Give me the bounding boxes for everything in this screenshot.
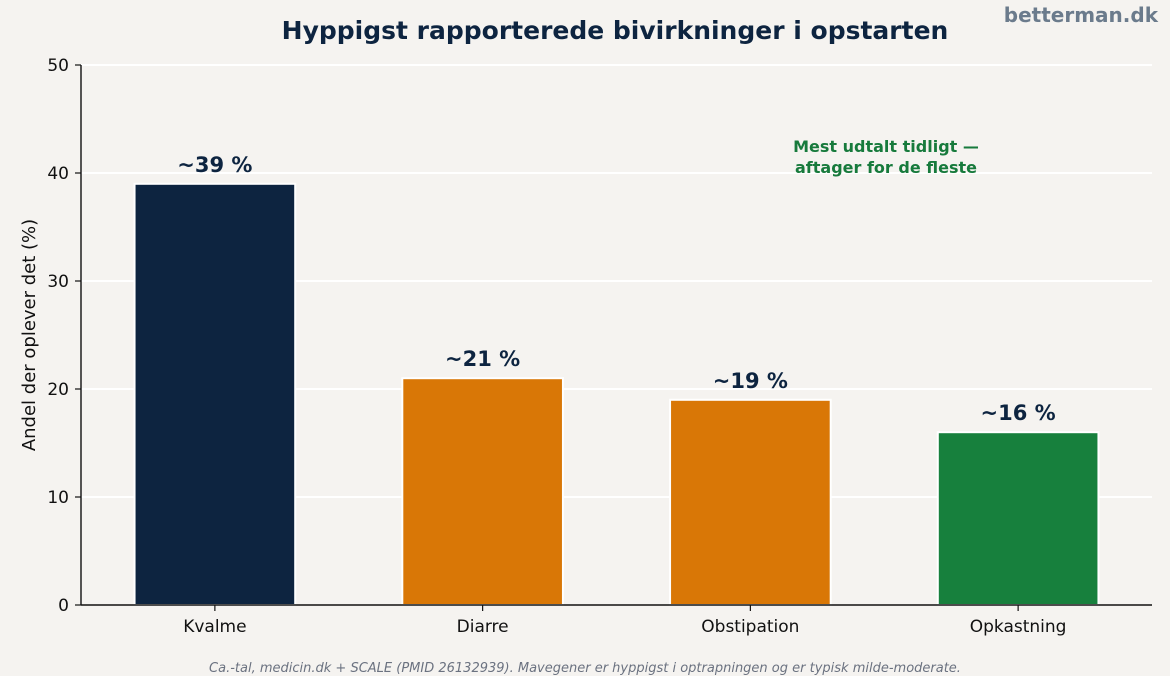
annotation-line-2: aftager for de fleste bbox=[795, 158, 977, 177]
y-tick-label: 10 bbox=[47, 488, 69, 508]
data-labels: ~39 % ~21 % ~19 % ~16 % bbox=[177, 153, 1055, 425]
bars bbox=[133, 182, 1100, 607]
x-tick-label: Obstipation bbox=[701, 617, 799, 637]
bar-diarre bbox=[401, 377, 564, 607]
x-tick-label: Diarre bbox=[457, 617, 509, 637]
chart-title: Hyppigst rapporterede bivirkninger i ops… bbox=[282, 16, 949, 45]
y-tick-label: 20 bbox=[47, 380, 69, 400]
bar-opkastning bbox=[936, 431, 1100, 607]
x-tick-label: Opkastning bbox=[970, 617, 1067, 637]
bar-kvalme bbox=[133, 182, 297, 607]
y-tick-label: 40 bbox=[47, 164, 69, 184]
x-axis-ticks: Kvalme Diarre Obstipation Opkastning bbox=[183, 605, 1066, 637]
bar-obstipation bbox=[669, 398, 832, 606]
data-label: ~39 % bbox=[177, 153, 252, 177]
annotation-line-1: Mest udtalt tidligt — bbox=[793, 137, 979, 156]
data-label: ~16 % bbox=[981, 401, 1056, 425]
x-tick-label: Kvalme bbox=[183, 617, 246, 637]
data-label: ~21 % bbox=[445, 347, 520, 371]
brand-label: betterman.dk bbox=[1004, 3, 1159, 27]
y-tick-label: 0 bbox=[58, 596, 69, 616]
data-label: ~19 % bbox=[713, 369, 788, 393]
y-tick-label: 50 bbox=[47, 56, 69, 76]
y-tick-label: 30 bbox=[47, 272, 69, 292]
y-axis-label: Andel der oplever det (%) bbox=[19, 219, 40, 451]
y-axis-ticks: 0 10 20 30 40 50 bbox=[47, 56, 81, 616]
source-note: Ca.-tal, medicin.dk + SCALE (PMID 261329… bbox=[209, 661, 961, 676]
